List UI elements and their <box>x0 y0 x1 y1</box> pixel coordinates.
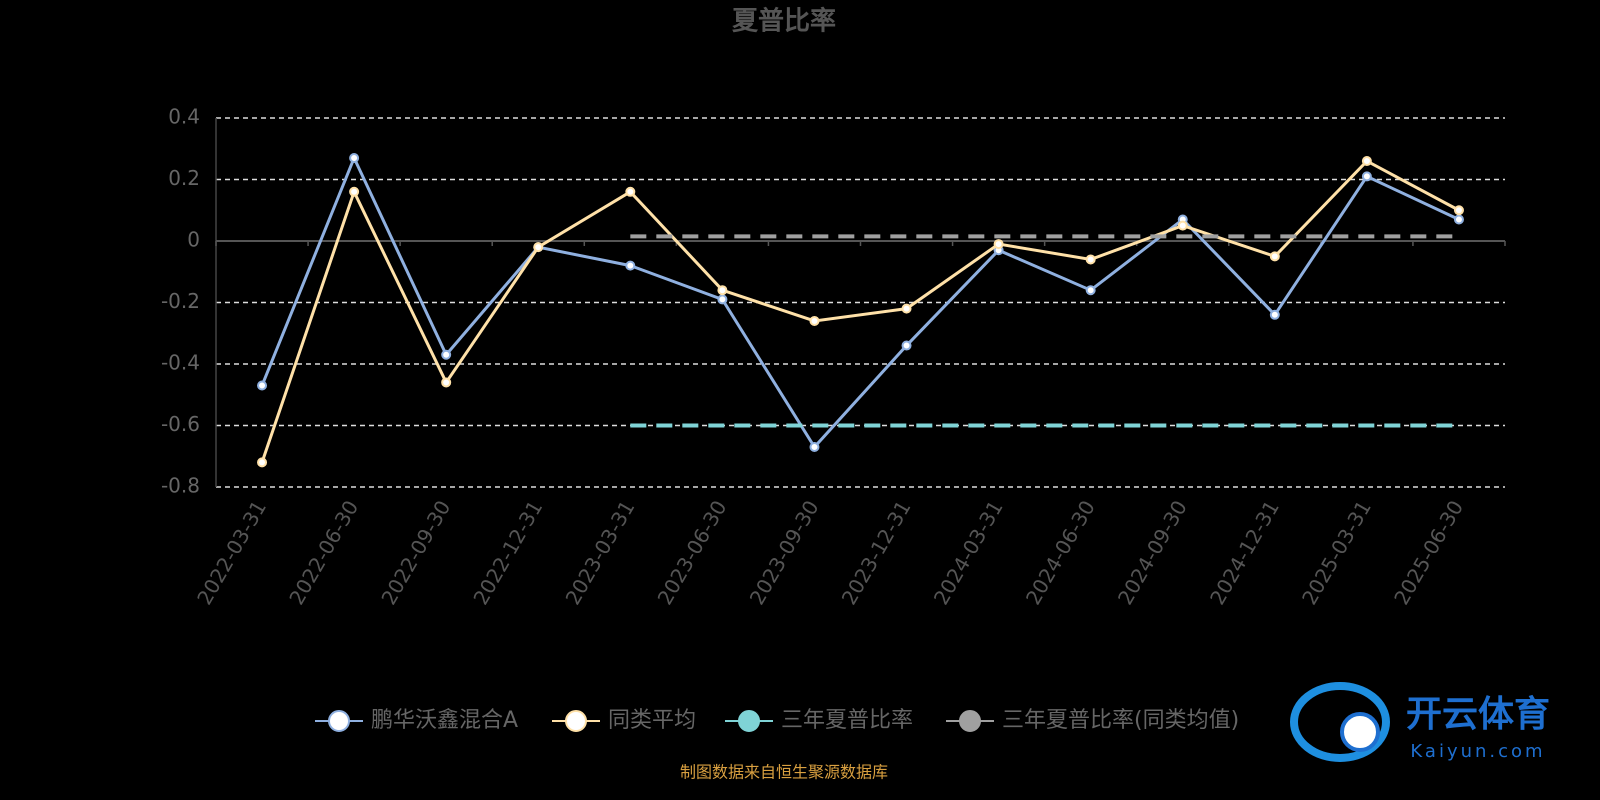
data-point <box>809 315 820 326</box>
x-tick-label: 2024-09-30 <box>1113 496 1192 609</box>
x-tick-label: 2024-03-31 <box>929 496 1008 609</box>
data-point <box>257 457 268 468</box>
legend-label: 三年夏普比率 <box>781 708 913 733</box>
legend: 鹏华沃鑫混合A 同类平均 三年夏普比率 三年夏普比率(同类均值) <box>315 708 1239 733</box>
y-tick-label: -0.4 <box>161 351 200 375</box>
legend-swatch-marker <box>959 710 981 732</box>
data-point <box>1085 285 1096 296</box>
data-point <box>1453 214 1464 225</box>
data-point <box>441 377 452 388</box>
data-point <box>717 294 728 305</box>
data-point <box>1177 220 1188 231</box>
x-tick-label: 2025-06-30 <box>1389 496 1468 609</box>
x-tick-label: 2022-03-31 <box>192 496 271 609</box>
x-tick-label: 2022-09-30 <box>376 496 455 609</box>
y-tick-label: -0.2 <box>161 289 200 313</box>
x-tick-label: 2023-06-30 <box>653 496 732 609</box>
data-point <box>625 186 636 197</box>
data-point <box>1269 251 1280 262</box>
legend-swatch-marker <box>328 710 350 732</box>
data-point <box>1085 254 1096 265</box>
logo-ball <box>1340 712 1380 752</box>
y-tick-label: 0 <box>187 228 200 252</box>
logo-ring <box>1290 682 1390 762</box>
legend-swatch-marker <box>738 710 760 732</box>
data-point <box>625 260 636 271</box>
data-point <box>257 380 268 391</box>
data-point <box>1269 309 1280 320</box>
x-tick-label: 2023-09-30 <box>745 496 824 609</box>
data-point <box>901 340 912 351</box>
data-point <box>349 186 360 197</box>
data-point <box>441 349 452 360</box>
legend-label: 同类平均 <box>608 708 696 733</box>
data-point <box>717 285 728 296</box>
data-point <box>1361 156 1372 167</box>
data-point <box>901 303 912 314</box>
data-point <box>1361 171 1372 182</box>
watermark-site: Kaiyun.com <box>1410 741 1545 762</box>
y-tick-label: -0.8 <box>161 474 200 498</box>
x-tick-label: 2022-12-31 <box>468 496 547 609</box>
watermark-brand: 开云体育 <box>1406 694 1550 735</box>
data-point <box>349 152 360 163</box>
x-tick-label: 2022-06-30 <box>284 496 363 609</box>
y-tick-label: 0.4 <box>168 105 200 129</box>
x-tick-label: 2025-03-31 <box>1297 496 1376 609</box>
x-tick-label: 2023-12-31 <box>837 496 916 609</box>
x-tick-label: 2023-03-31 <box>561 496 640 609</box>
legend-swatch-marker <box>565 710 587 732</box>
y-tick-label: 0.2 <box>168 166 200 190</box>
legend-label: 鹏华沃鑫混合A <box>371 708 518 733</box>
source-note: 制图数据来自恒生聚源数据库 <box>680 763 888 782</box>
data-point <box>533 242 544 253</box>
data-point <box>993 239 1004 250</box>
series-line <box>260 154 1460 450</box>
chart-title: 夏普比率 <box>732 6 836 37</box>
x-tick-label: 2024-06-30 <box>1021 496 1100 609</box>
data-point <box>809 442 820 453</box>
y-tick-label: -0.6 <box>161 412 200 436</box>
x-tick-label: 2024-12-31 <box>1205 496 1284 609</box>
watermark-logo: 开云体育 Kaiyun.com <box>1290 682 1550 762</box>
data-point <box>1453 205 1464 216</box>
legend-label: 三年夏普比率(同类均值) <box>1002 708 1239 733</box>
series-line <box>260 159 1460 463</box>
